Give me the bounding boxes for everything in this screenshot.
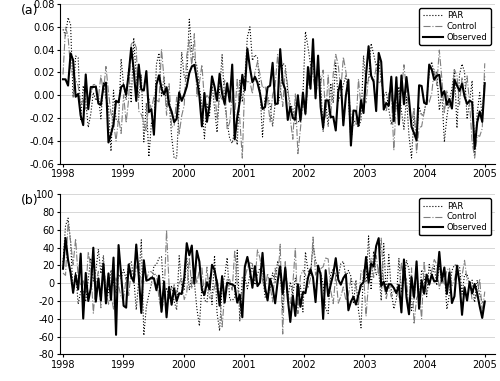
Legend: PAR, Control, Observed: PAR, Control, Observed — [419, 199, 491, 235]
Legend: PAR, Control, Observed: PAR, Control, Observed — [419, 8, 491, 45]
Text: (b): (b) — [21, 194, 38, 207]
Text: (a): (a) — [21, 4, 38, 17]
